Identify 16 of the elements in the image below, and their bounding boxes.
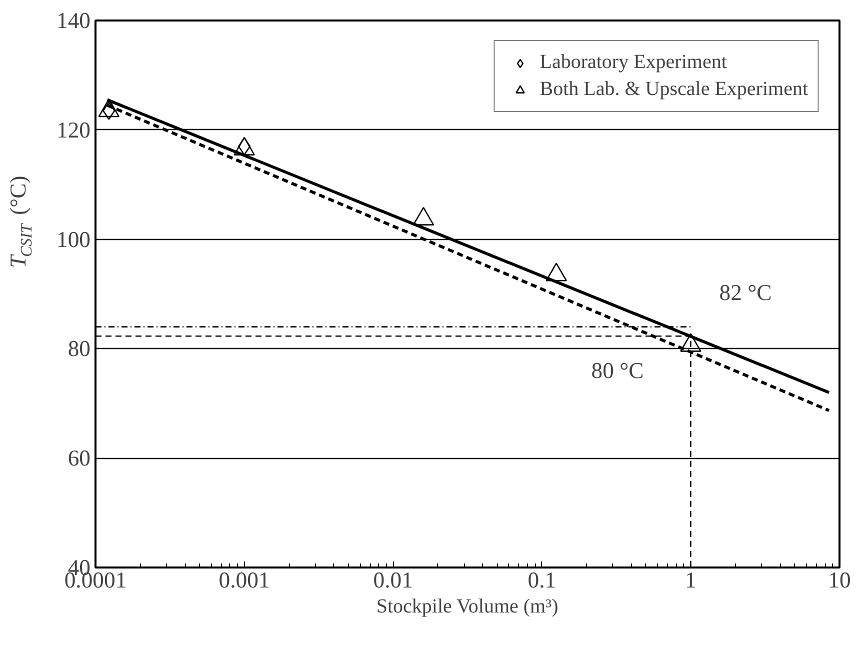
y-tick-label: 100 bbox=[56, 226, 90, 252]
x-tick-label: 0.1 bbox=[528, 568, 556, 592]
y-axis-title: TCSIT (°C) bbox=[6, 176, 36, 268]
x-axis-title: Stockpile Volume (m³) bbox=[376, 596, 558, 618]
x-tick-label: 0.001 bbox=[218, 568, 270, 592]
y-tick-label: 60 bbox=[68, 446, 90, 471]
x-tick-label: 10 bbox=[828, 568, 851, 592]
annotation: 82 °C bbox=[719, 280, 772, 305]
legend-label: Both Lab. & Upscale Experiment bbox=[540, 78, 808, 101]
y-tick-label: 80 bbox=[68, 336, 90, 362]
annotation: 80 °C bbox=[591, 358, 644, 383]
y-tick-label: 140 bbox=[56, 8, 90, 33]
y-tick-label: 120 bbox=[56, 117, 90, 142]
legend-label: Laboratory Experiment bbox=[540, 51, 727, 74]
x-tick-label: 0.01 bbox=[373, 568, 413, 592]
x-tick-label: 1 bbox=[685, 568, 696, 592]
